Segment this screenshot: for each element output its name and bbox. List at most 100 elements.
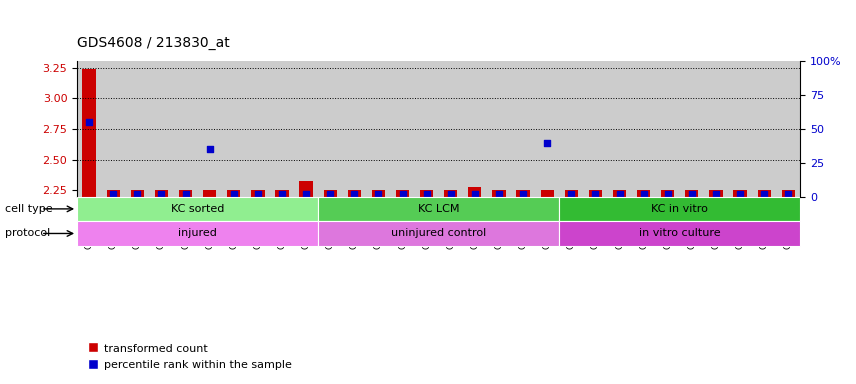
Text: in vitro culture: in vitro culture <box>639 228 721 238</box>
Bar <box>82 69 96 197</box>
Text: injured: injured <box>178 228 217 238</box>
Bar <box>366 61 390 197</box>
Bar <box>198 61 222 197</box>
Bar <box>608 61 632 197</box>
Point <box>661 191 675 197</box>
Bar <box>584 61 608 197</box>
Bar <box>487 61 511 197</box>
Bar <box>559 61 584 197</box>
Bar <box>752 61 776 197</box>
Point <box>300 191 313 197</box>
Bar <box>77 221 318 246</box>
Bar <box>179 190 192 197</box>
Bar <box>559 221 800 246</box>
Point <box>419 191 433 197</box>
Bar <box>203 190 217 197</box>
Point <box>372 191 385 197</box>
Point <box>395 191 409 197</box>
Bar <box>468 187 481 197</box>
Point <box>709 191 722 197</box>
Bar <box>782 190 795 197</box>
Bar <box>174 61 198 197</box>
Bar <box>686 190 698 197</box>
Bar <box>348 190 361 197</box>
Point <box>348 191 361 197</box>
Point <box>130 191 144 197</box>
Text: protocol: protocol <box>4 228 50 238</box>
Bar <box>704 61 728 197</box>
Point <box>82 119 96 125</box>
Bar <box>559 197 800 221</box>
Point <box>758 191 771 197</box>
Bar <box>125 61 149 197</box>
Bar <box>107 190 120 197</box>
Bar <box>511 61 535 197</box>
Bar <box>131 190 144 197</box>
Bar <box>492 190 506 197</box>
Point <box>685 191 698 197</box>
Bar <box>300 180 312 197</box>
Bar <box>270 61 294 197</box>
Bar <box>294 61 318 197</box>
Legend: transformed count, percentile rank within the sample: transformed count, percentile rank withi… <box>82 339 296 375</box>
Point <box>155 191 169 197</box>
Point <box>203 146 217 152</box>
Bar <box>101 61 125 197</box>
Text: KC sorted: KC sorted <box>171 204 224 214</box>
Text: KC in vitro: KC in vitro <box>651 204 708 214</box>
Point <box>275 191 288 197</box>
Point <box>179 191 193 197</box>
Bar <box>758 190 770 197</box>
Point <box>637 191 651 197</box>
Bar <box>318 221 559 246</box>
Point <box>589 191 603 197</box>
Bar <box>318 61 342 197</box>
Bar <box>222 61 246 197</box>
Bar <box>276 190 288 197</box>
Bar <box>613 190 626 197</box>
Bar <box>227 190 241 197</box>
Bar <box>728 61 752 197</box>
Bar <box>463 61 487 197</box>
Bar <box>420 190 433 197</box>
Bar <box>444 190 457 197</box>
Bar <box>710 190 722 197</box>
Bar <box>680 61 704 197</box>
Point <box>444 191 458 197</box>
Bar <box>632 61 656 197</box>
Point <box>468 191 482 197</box>
Point <box>106 191 120 197</box>
Text: GDS4608 / 213830_at: GDS4608 / 213830_at <box>77 36 229 50</box>
Point <box>540 139 554 146</box>
Bar <box>252 190 265 197</box>
Point <box>492 191 506 197</box>
Bar <box>516 190 530 197</box>
Point <box>516 191 530 197</box>
Point <box>613 191 627 197</box>
Bar <box>535 61 559 197</box>
Bar <box>342 61 366 197</box>
Point <box>734 191 747 197</box>
Point <box>564 191 578 197</box>
Text: KC LCM: KC LCM <box>418 204 460 214</box>
Bar <box>541 190 554 197</box>
Text: uninjured control: uninjured control <box>391 228 486 238</box>
Point <box>782 191 795 197</box>
Bar <box>318 197 559 221</box>
Point <box>324 191 337 197</box>
Bar <box>589 190 602 197</box>
Bar <box>155 190 168 197</box>
Bar <box>396 190 409 197</box>
Bar <box>734 190 746 197</box>
Bar <box>438 61 463 197</box>
Bar <box>372 190 385 197</box>
Bar <box>656 61 680 197</box>
Bar <box>246 61 270 197</box>
Bar <box>390 61 414 197</box>
Bar <box>77 61 101 197</box>
Bar <box>565 190 578 197</box>
Bar <box>637 190 651 197</box>
Point <box>227 191 241 197</box>
Bar <box>776 61 800 197</box>
Point <box>251 191 265 197</box>
